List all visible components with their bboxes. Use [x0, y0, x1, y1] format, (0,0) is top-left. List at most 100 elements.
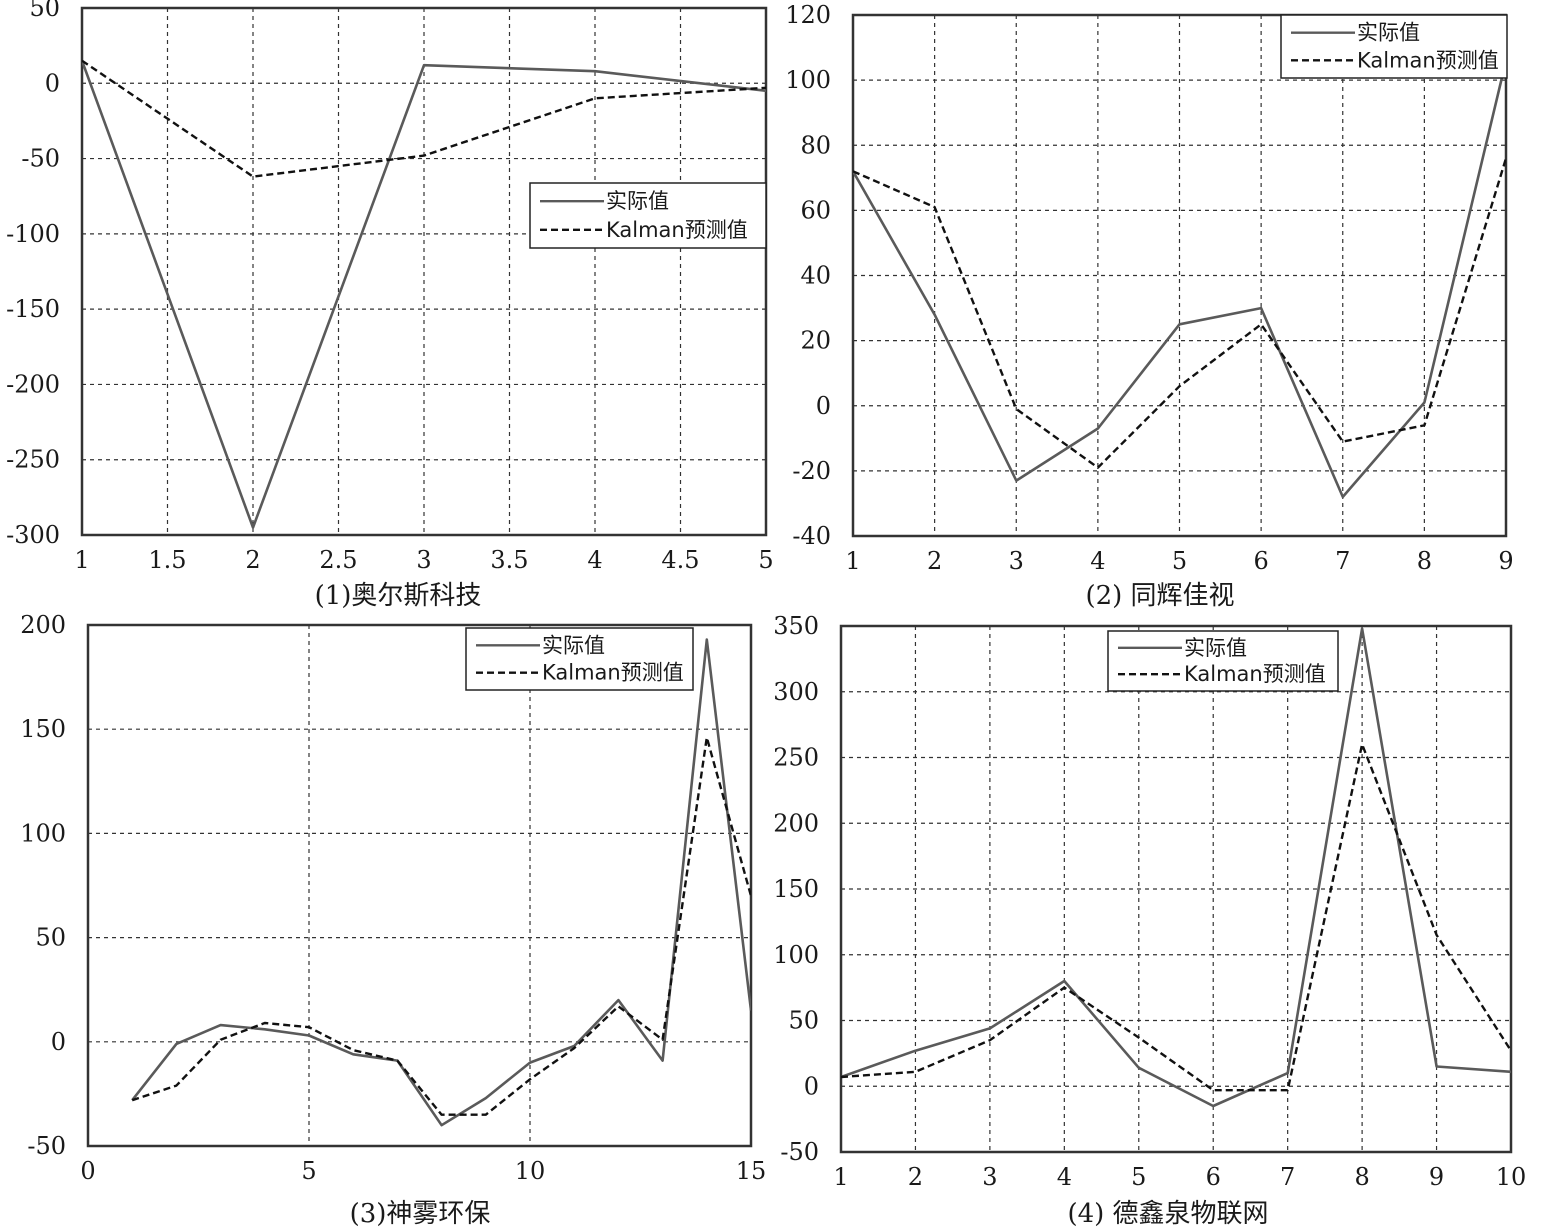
axes-frame	[80, 6, 768, 537]
y-tick-label: 0	[816, 392, 831, 420]
plot-area	[841, 626, 1511, 1152]
plot-area	[88, 625, 751, 1146]
legend-box	[465, 627, 694, 691]
y-tick-label: 100	[20, 819, 66, 847]
series-actual-line	[841, 627, 1511, 1108]
series-kalman-line	[853, 157, 1506, 469]
chart-4: 1 2 3 4 5 6 7 8 9 10 350 300 250 200 150 100 50 0 -50 实际值Ka…	[773, 612, 1526, 1229]
y-tick-label: -200	[6, 370, 60, 398]
x-tick-label: 2	[245, 546, 260, 574]
legend-box	[529, 182, 767, 249]
x-tick-label: 10	[515, 1157, 546, 1185]
y-tick-label: 60	[800, 196, 831, 224]
legend: 实际值 Kalman预测值	[465, 627, 694, 691]
series-group	[131, 638, 751, 1127]
x-tick-label: 3	[1009, 547, 1024, 575]
y-tick-label: 120	[785, 1, 831, 29]
x-tick-label: 8	[1417, 547, 1432, 575]
chart-2: 1 2 3 4 5 6 7 8 9 120 100 80 60 40 20 0 -20 -40 实际值 Kalman预…	[785, 1, 1513, 611]
x-tick-label: 10	[1496, 1163, 1527, 1191]
x-tick-label: 7	[1335, 547, 1350, 575]
x-tick-label: 1	[74, 546, 89, 574]
x-tick-label: 2	[908, 1163, 923, 1191]
y-tick-label: -40	[792, 522, 831, 550]
plot-area	[82, 8, 766, 535]
x-tick-label: 4.5	[661, 546, 699, 574]
axes-frame	[851, 13, 1508, 538]
y-tick-label: 100	[773, 941, 819, 969]
x-tick-label: 5	[301, 1157, 316, 1185]
legend: 实际值 Kalman预测值	[1280, 14, 1508, 79]
x-tick-label: 9	[1429, 1163, 1444, 1191]
series-group	[82, 59, 766, 529]
y-tick-label: 250	[773, 744, 819, 772]
y-tick-label: -50	[21, 145, 60, 173]
y-tick-label: 0	[45, 69, 60, 97]
y-tick-label: 50	[29, 0, 60, 22]
x-tick-label: 5	[1172, 547, 1187, 575]
y-tick-label: -150	[6, 295, 60, 323]
x-tick-label: 5	[1131, 1163, 1146, 1191]
series-group	[853, 60, 1506, 499]
series-actual-line	[853, 60, 1506, 499]
y-tick-label: 200	[773, 809, 819, 837]
y-tick-label: -300	[6, 521, 60, 549]
x-tick-label: 4	[1090, 547, 1105, 575]
x-tick-label: 9	[1498, 547, 1513, 575]
y-tick-label: 150	[20, 715, 66, 743]
y-tick-label: 0	[51, 1028, 66, 1056]
x-tick-label: 3.5	[490, 546, 528, 574]
y-tick-label: 50	[788, 1007, 819, 1035]
x-tick-label: 1	[833, 1163, 848, 1191]
series-kalman-line	[131, 736, 751, 1116]
x-tick-label: 3	[416, 546, 431, 574]
legend-box	[1107, 630, 1339, 692]
x-tick-label: 4	[587, 546, 602, 574]
x-tick-label: 8	[1354, 1163, 1369, 1191]
x-tick-label: 2	[927, 547, 942, 575]
y-tick-label: 40	[800, 262, 831, 290]
legend-label-actual: 实际值	[1357, 21, 1420, 45]
legend-label-kalman: Kalman预测值	[542, 661, 684, 685]
series-actual-line	[82, 60, 766, 529]
y-tick-label: -20	[792, 457, 831, 485]
x-tick-label: 4	[1057, 1163, 1072, 1191]
y-tick-label: 0	[804, 1072, 819, 1100]
x-tick-label: 5	[758, 546, 773, 574]
y-tick-label: -50	[780, 1138, 819, 1166]
legend-label-actual: 实际值	[1184, 636, 1247, 660]
y-tick-label: -50	[27, 1132, 66, 1160]
y-tick-label: 80	[800, 131, 831, 159]
chart-caption: (2) 同辉佳视	[1085, 581, 1234, 611]
y-tick-label: 350	[773, 612, 819, 640]
axes-frame	[86, 623, 753, 1148]
x-tick-label: 1	[845, 547, 860, 575]
y-tick-label: 150	[773, 875, 819, 903]
y-tick-label: 200	[20, 611, 66, 639]
x-tick-label: 7	[1280, 1163, 1295, 1191]
y-tick-label: 300	[773, 678, 819, 706]
legend: 实际值 Kalman预测值	[529, 182, 767, 249]
chart-3: 0 5 10 15 200 150 100 50 0 -50 实际值 Kalman预测值 (3)神雾环保	[20, 611, 766, 1229]
legend-label-kalman: Kalman预测值	[1357, 48, 1499, 72]
x-tick-label: 15	[736, 1157, 767, 1185]
chart-caption: (4) 德鑫泉物联网	[1067, 1199, 1268, 1229]
legend-label-actual: 实际值	[606, 189, 669, 213]
x-tick-label: 2.5	[319, 546, 357, 574]
series-kalman-line	[841, 743, 1511, 1092]
x-tick-label: 0	[80, 1157, 95, 1185]
legend-label-actual: 实际值	[542, 633, 605, 657]
x-tick-label: 1.5	[148, 546, 186, 574]
y-tick-label: 50	[35, 924, 66, 952]
series-group	[841, 627, 1511, 1108]
y-tick-label: 20	[800, 327, 831, 355]
x-tick-label: 6	[1206, 1163, 1221, 1191]
x-tick-label: 6	[1253, 547, 1268, 575]
legend-label-kalman: Kalman预测值	[606, 218, 748, 242]
axes-frame	[839, 624, 1513, 1154]
legend-label-kalman: Kalman预测值	[1184, 662, 1326, 686]
y-tick-label: -100	[6, 220, 60, 248]
y-tick-label: 100	[785, 66, 831, 94]
